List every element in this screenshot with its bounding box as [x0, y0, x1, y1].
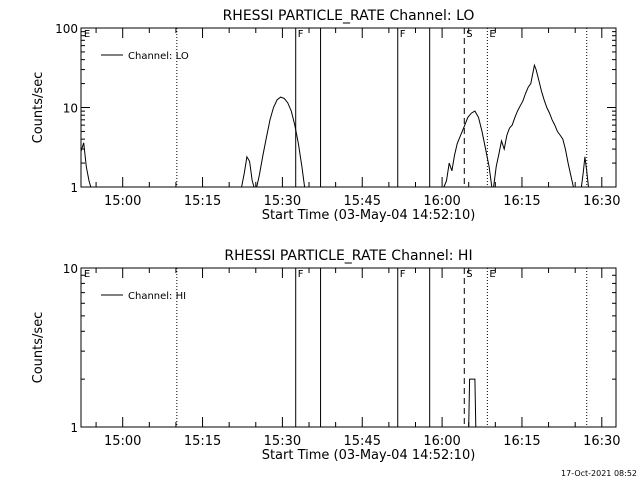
series-line-segment [580, 156, 589, 188]
event-marker-label: F [298, 269, 304, 280]
x-tick-label: 15:45 [344, 434, 381, 449]
legend-label: Channel: LO [128, 51, 189, 62]
y-tick-label: 10 [63, 262, 78, 276]
series-line-segment [80, 142, 92, 188]
x-tick-label: 16:00 [423, 194, 460, 209]
footer-timestamp: 17-Oct-2021 08:52 [561, 469, 637, 478]
x-tick-label: 15:45 [344, 194, 381, 209]
event-marker-label: E [489, 29, 495, 40]
series-line-segment [443, 110, 493, 188]
y-tick-label: 1 [70, 181, 78, 195]
x-tick-label: 15:15 [184, 434, 221, 449]
y-tick-label: 10 [63, 102, 78, 116]
chart-title: RHESSI PARTICLE_RATE Channel: LO [223, 8, 475, 24]
legend-label: Channel: HI [128, 291, 186, 302]
chart-panel-1: RHESSI PARTICLE_RATE Channel: LO E F F S E 1 10… [31, 8, 621, 223]
event-marker-label: E [489, 269, 495, 280]
series-line-segment [493, 63, 574, 188]
x-tick-label: 16:30 [583, 194, 620, 209]
x-tick-label: 15:30 [264, 434, 301, 449]
x-tick-label: 15:15 [184, 194, 221, 209]
x-tick-label: 16:15 [503, 194, 540, 209]
x-axis-label: Start Time (03-May-04 14:52:10) [262, 208, 476, 223]
x-tick-label: 15:30 [264, 194, 301, 209]
y-tick-label: 100 [55, 22, 78, 36]
x-tick-label: 16:00 [423, 434, 460, 449]
x-tick-label: 15:00 [104, 194, 141, 209]
series-line-segment [241, 155, 255, 188]
x-tick-label: 16:30 [583, 434, 620, 449]
event-marker-label: F [298, 29, 304, 40]
event-marker-label: E [84, 29, 90, 40]
event-marker-label: S [466, 269, 472, 280]
plot-frame [80, 267, 617, 428]
y-axis-label: Counts/sec [31, 312, 46, 384]
event-marker-label: S [466, 29, 472, 40]
series-line-segment [256, 96, 306, 188]
x-tick-label: 15:00 [104, 434, 141, 449]
event-marker-label: F [400, 29, 406, 40]
chart-title: RHESSI PARTICLE_RATE Channel: HI [224, 248, 472, 264]
series-line-segment [468, 378, 477, 428]
y-tick-label: 1 [70, 421, 78, 435]
x-axis-label: Start Time (03-May-04 14:52:10) [262, 448, 476, 463]
chart-panel-2: RHESSI PARTICLE_RATE Channel: HI E F F S E 1 10… [31, 248, 621, 463]
event-marker-label: F [400, 269, 406, 280]
x-tick-label: 16:15 [503, 434, 540, 449]
event-marker-label: E [84, 269, 90, 280]
y-axis-label: Counts/sec [31, 72, 46, 144]
